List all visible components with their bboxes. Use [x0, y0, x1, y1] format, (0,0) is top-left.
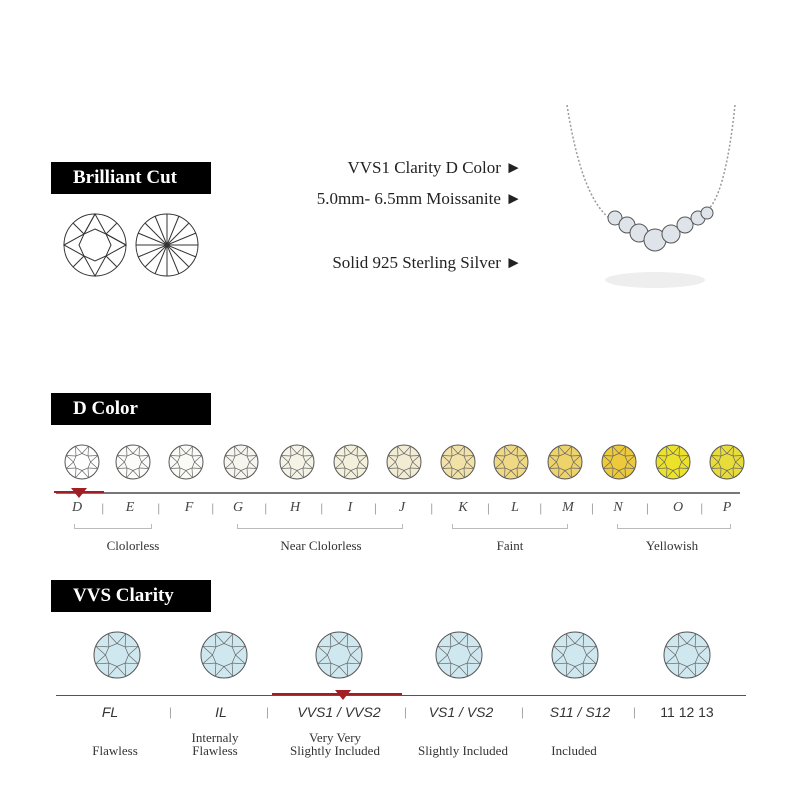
separator: | [157, 500, 161, 515]
color-grade-P: P [722, 500, 732, 515]
color-swatch-I [333, 444, 369, 485]
color-grade-O: O [672, 500, 684, 515]
spec-metal: Solid 925 Sterling Silver ► [332, 253, 522, 272]
necklace-product-image [566, 104, 736, 288]
color-grade-F: F [184, 500, 194, 515]
color-swatch-O [655, 444, 691, 485]
clarity-description: Flawless [92, 744, 138, 757]
clarity-label: VVS Clarity [51, 580, 211, 612]
spec-clarity-color: VVS1 Clarity D Color ► [347, 158, 522, 177]
color-group-label: Clolorless [106, 538, 160, 553]
separator: | [404, 704, 407, 719]
diamond-top-view-icon [62, 212, 128, 278]
clarity-diamond-icon [93, 631, 141, 684]
color-swatch-F [168, 444, 204, 485]
color-grade-E: E [125, 500, 135, 515]
group-bracket [452, 524, 568, 529]
clarity-grade: IL [215, 704, 227, 720]
clarity-diamond-icon [435, 631, 483, 684]
color-grade-I: I [347, 500, 353, 515]
color-swatch-K [440, 444, 476, 485]
clarity-selected-marker-icon [335, 690, 351, 700]
group-bracket [237, 524, 403, 529]
color-swatch-P [709, 444, 745, 485]
color-grade-N: N [613, 500, 623, 515]
separator: | [320, 500, 324, 515]
diamond-bottom-view-icon [135, 213, 199, 277]
brilliant-cut-label: Brilliant Cut [51, 162, 211, 194]
separator: | [264, 500, 268, 515]
clarity-grade: S11 / S12 [549, 704, 611, 720]
color-swatch-M [547, 444, 583, 485]
color-swatch-H [279, 444, 315, 485]
color-label: D Color [51, 393, 211, 425]
clarity-grade: 11 12 13 [660, 704, 714, 720]
clarity-scale-line [56, 695, 746, 696]
description-line: Flawless [92, 743, 138, 758]
separator: | [700, 500, 704, 515]
color-swatch-N [601, 444, 637, 485]
clarity-description: Very Very Slightly Included [290, 731, 380, 757]
color-group-label: Faint [496, 538, 524, 553]
separator: | [430, 500, 434, 515]
color-grade-M: M [562, 500, 574, 515]
clarity-description: Internaly Flawless [192, 731, 239, 757]
separator: | [591, 500, 594, 515]
separator: | [374, 500, 377, 515]
color-group-label: Yellowish [645, 538, 699, 553]
separator: | [169, 704, 172, 719]
clarity-diamond-icon [663, 631, 711, 684]
separator: | [539, 500, 543, 515]
clarity-diamond-icon [551, 631, 599, 684]
description-line: Flawless [192, 743, 238, 758]
color-swatch-G [223, 444, 259, 485]
color-grade-K: K [458, 500, 468, 515]
group-bracket [617, 524, 731, 529]
color-group-label: Near Clolorless [280, 538, 362, 553]
color-swatch-L [493, 444, 529, 485]
group-bracket [74, 524, 152, 529]
color-grade-D: D [71, 500, 83, 515]
description-line: Internaly [191, 730, 239, 745]
clarity-description: Included [551, 744, 596, 757]
separator: | [487, 500, 490, 515]
separator: | [521, 704, 524, 719]
color-scale-line [56, 492, 740, 494]
description-line: Slightly Included [290, 743, 380, 758]
color-swatch-J [386, 444, 422, 485]
separator: | [633, 704, 636, 719]
clarity-grade: VVS1 / VVS2 [297, 704, 381, 720]
description-line: Included [551, 743, 597, 758]
separator: | [211, 500, 215, 515]
clarity-description: Slightly Included [418, 744, 508, 757]
clarity-grade: VS1 / VS2 [428, 704, 494, 720]
clarity-diamond-icon [200, 631, 248, 684]
color-swatch-D [64, 444, 100, 485]
description-line: Slightly Included [418, 743, 508, 758]
color-grade-G: G [232, 500, 244, 515]
clarity-grade: FL [101, 704, 119, 720]
description-line: Very Very [308, 730, 362, 745]
color-swatch-E [115, 444, 151, 485]
separator: | [646, 500, 649, 515]
color-selected-marker-icon [71, 488, 87, 498]
separator: | [266, 704, 269, 719]
spec-size: 5.0mm- 6.5mm Moissanite ► [316, 189, 522, 208]
clarity-diamond-icon [315, 631, 363, 684]
color-grade-H: H [289, 500, 301, 515]
color-grade-J: J [398, 500, 406, 515]
separator: | [101, 500, 105, 515]
color-grade-L: L [511, 500, 519, 515]
